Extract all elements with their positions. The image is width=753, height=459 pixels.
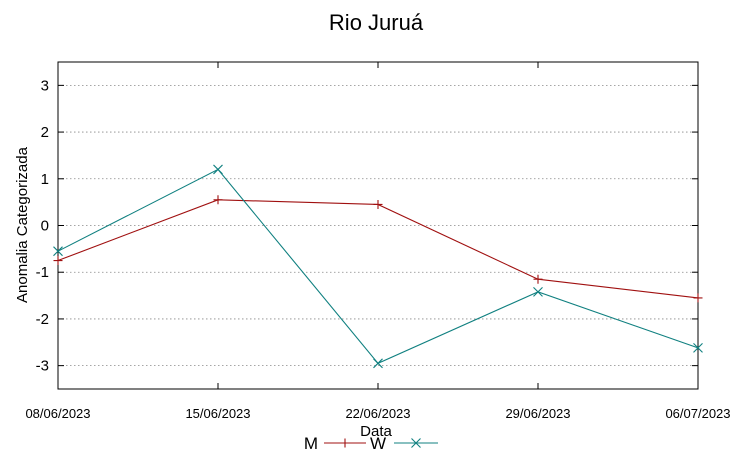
x-axis-label: Data: [360, 423, 392, 440]
x-tick-label: 15/06/2023: [185, 406, 250, 421]
y-ticks: 3 2 1 0 -1 -2 -3: [36, 77, 698, 375]
x-tick-label: 08/06/2023: [25, 406, 90, 421]
series-point: [533, 286, 543, 297]
y-tick-label: 1: [41, 171, 49, 188]
series-point: [53, 256, 63, 266]
series-point: [53, 246, 63, 257]
legend-label-w: W: [370, 434, 386, 453]
y-tick-label: -2: [36, 311, 49, 328]
series-point: [373, 199, 383, 209]
series-line-m: [57, 199, 699, 299]
y-tick-label: 2: [41, 124, 49, 141]
series-w: [53, 164, 703, 369]
x-ticks: 08/06/2023 15/06/2023 22/06/2023 29/06/2023…: [25, 62, 731, 421]
series-point: [693, 293, 703, 303]
series-point: [340, 438, 350, 448]
series-point: [213, 195, 223, 205]
series-layer: [53, 164, 703, 369]
y-tick-label: 3: [41, 77, 49, 94]
series-point: [213, 164, 223, 175]
x-tick-label: 29/06/2023: [505, 406, 570, 421]
series-line-w: [57, 168, 699, 364]
x-tick-label: 06/07/2023: [665, 406, 730, 421]
y-tick-label: -1: [36, 264, 49, 281]
y-tick-label: 0: [41, 218, 49, 235]
series-point: [533, 274, 543, 284]
y-tick-label: -3: [36, 358, 49, 375]
series-point: [411, 438, 421, 448]
legend-label-m: M: [304, 434, 318, 453]
series-point: [373, 358, 383, 369]
y-axis-label: Anomalia Categorizada: [14, 146, 31, 303]
x-tick-label: 22/06/2023: [345, 406, 410, 421]
chart-title: Rio Juruá: [329, 10, 424, 35]
series-point: [693, 343, 703, 353]
series-m: [53, 195, 703, 303]
grid-lines: [58, 84, 698, 367]
